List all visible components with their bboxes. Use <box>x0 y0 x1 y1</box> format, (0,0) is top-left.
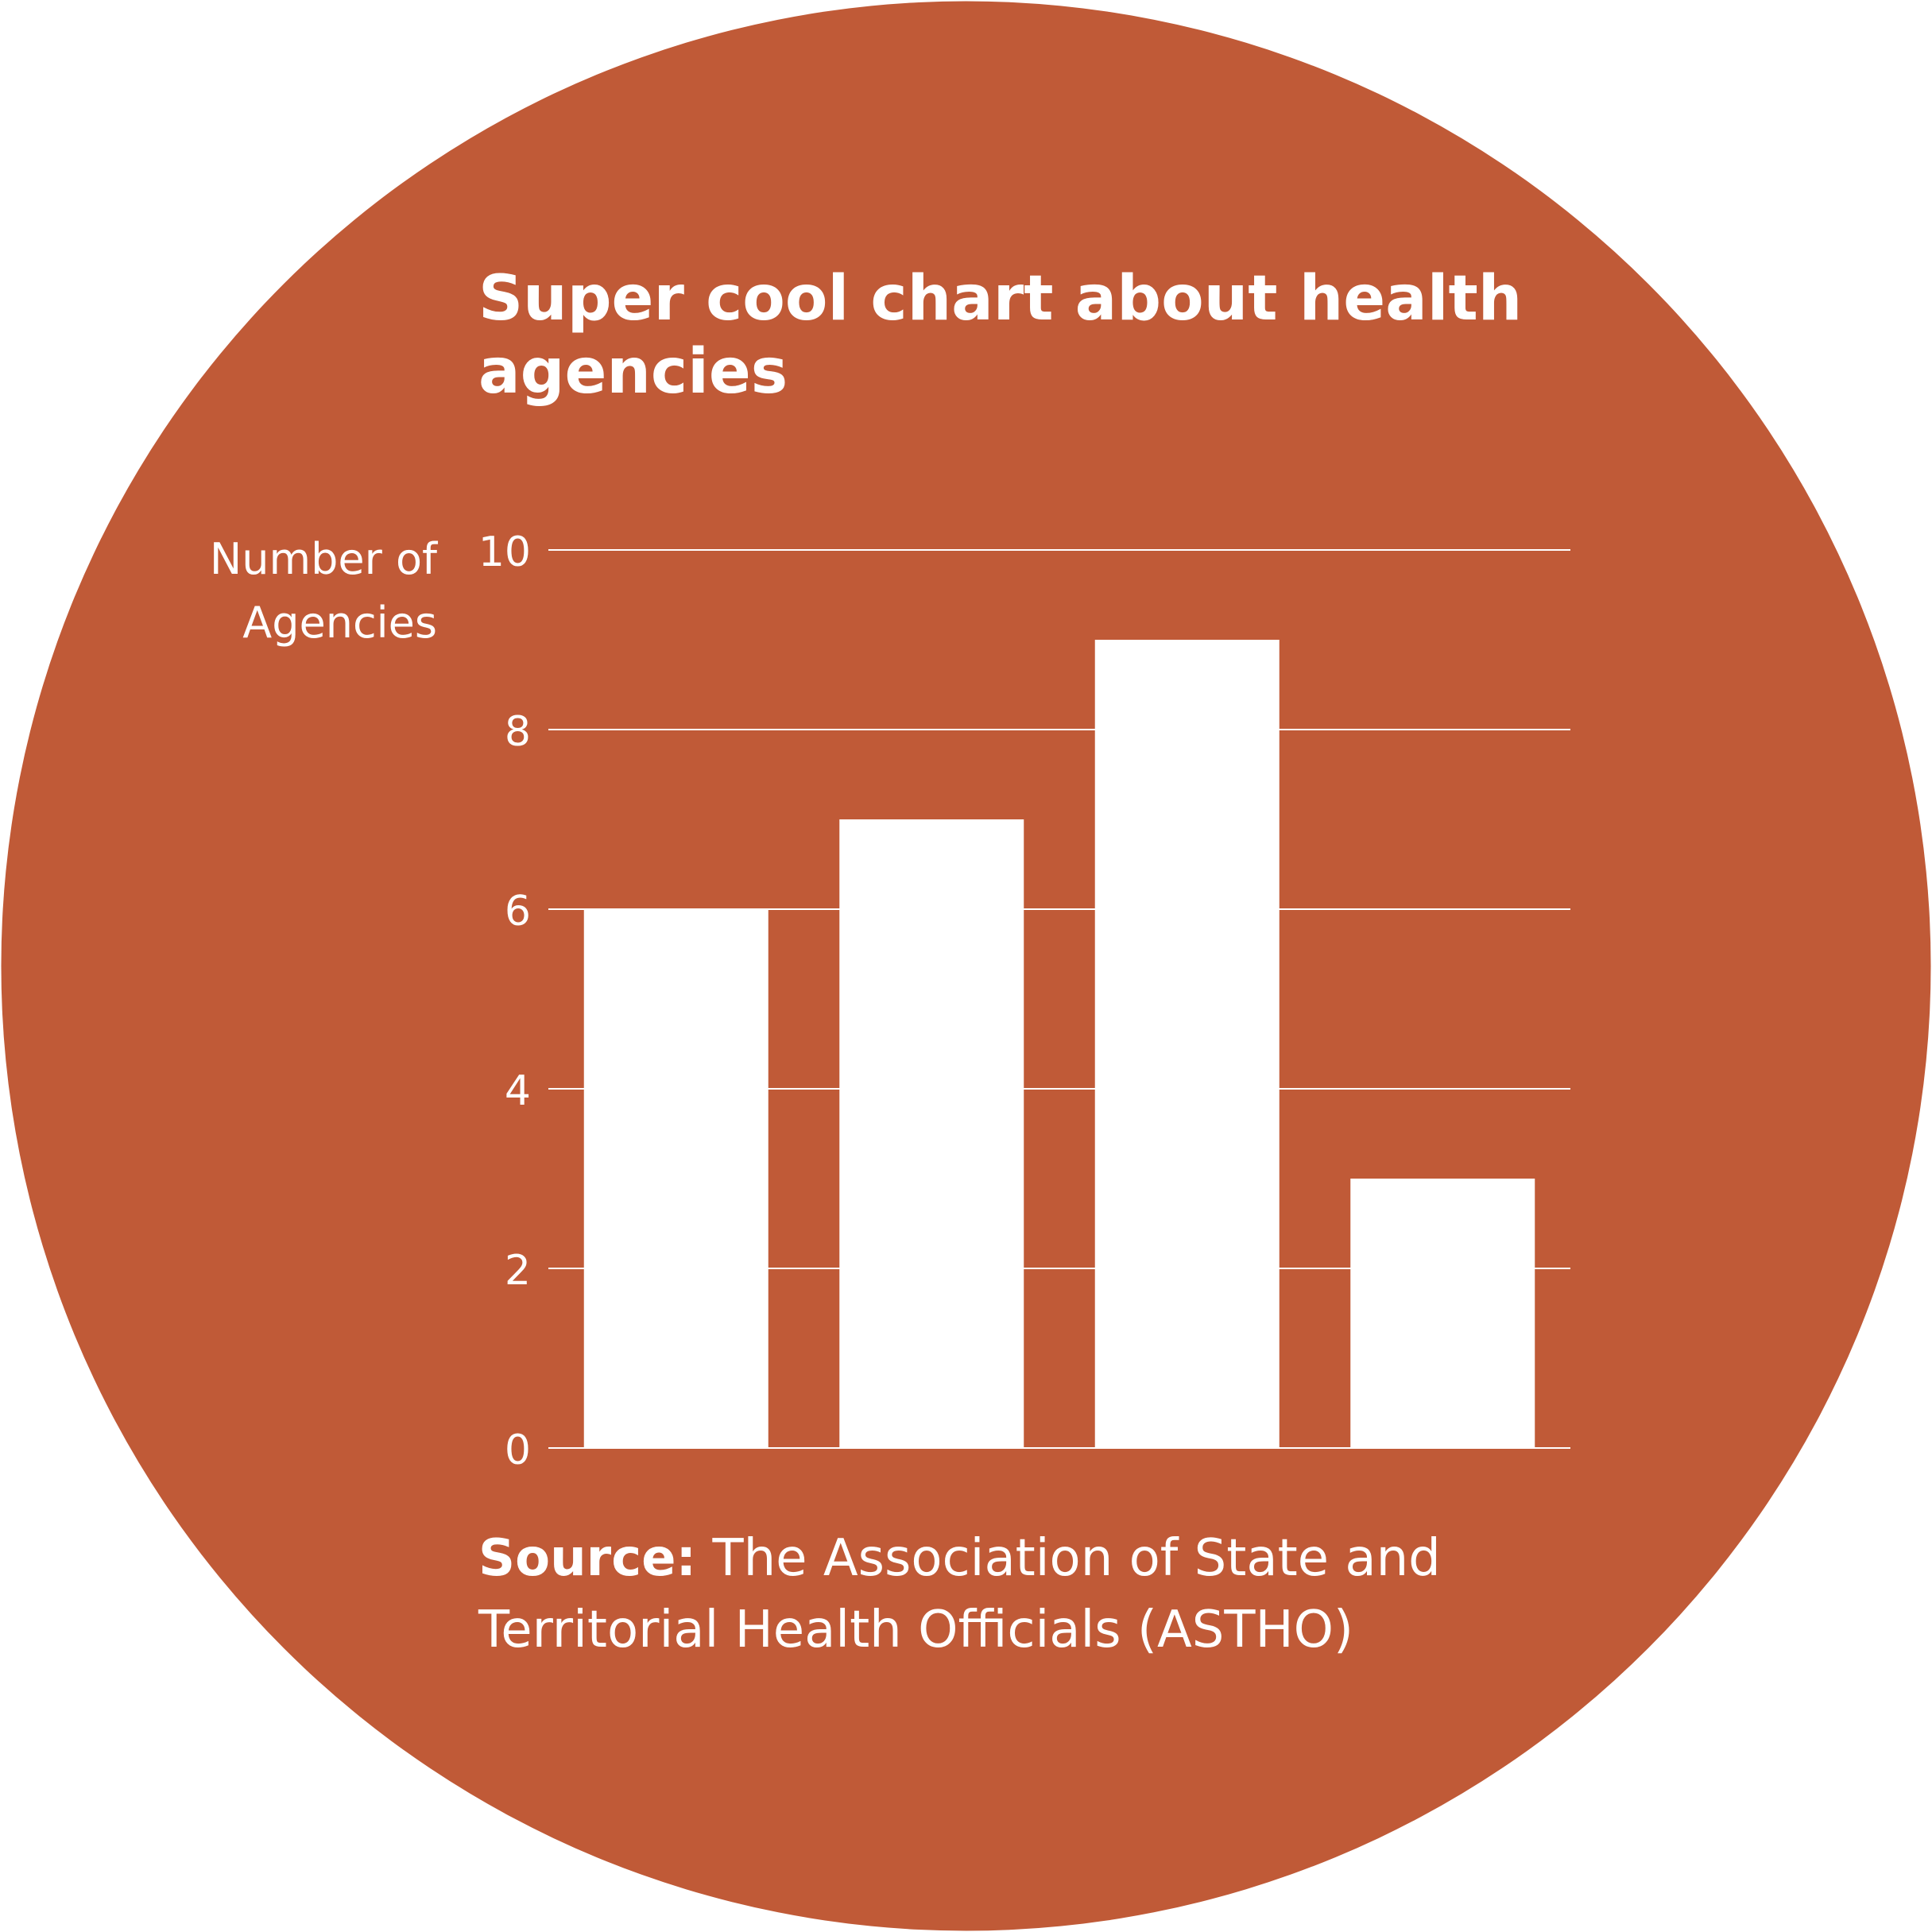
y-tick-label: 8 <box>505 708 531 756</box>
source-note: Source: The Association of State and Ter… <box>478 1523 1512 1666</box>
source-text: The Association of State and Territorial… <box>478 1529 1441 1659</box>
bar-3 <box>1094 640 1280 1448</box>
y-axis-label: Number of Agencies <box>209 534 437 648</box>
source-label: Source: <box>478 1529 697 1588</box>
chart-title: Super cool chart about health agencies <box>478 263 1523 408</box>
y-tick-label: 2 <box>505 1247 531 1295</box>
y-tick-label: 10 <box>478 528 531 576</box>
bar-4 <box>1350 1179 1535 1448</box>
y-tick-label: 6 <box>505 888 531 935</box>
y-tick-label: 4 <box>505 1067 531 1115</box>
bar-2 <box>839 819 1024 1448</box>
bar-1 <box>583 909 769 1448</box>
y-tick-label: 0 <box>505 1427 531 1474</box>
y-axis-ticks: 0 2 4 6 8 10 <box>478 528 531 1474</box>
bars <box>583 640 1535 1448</box>
